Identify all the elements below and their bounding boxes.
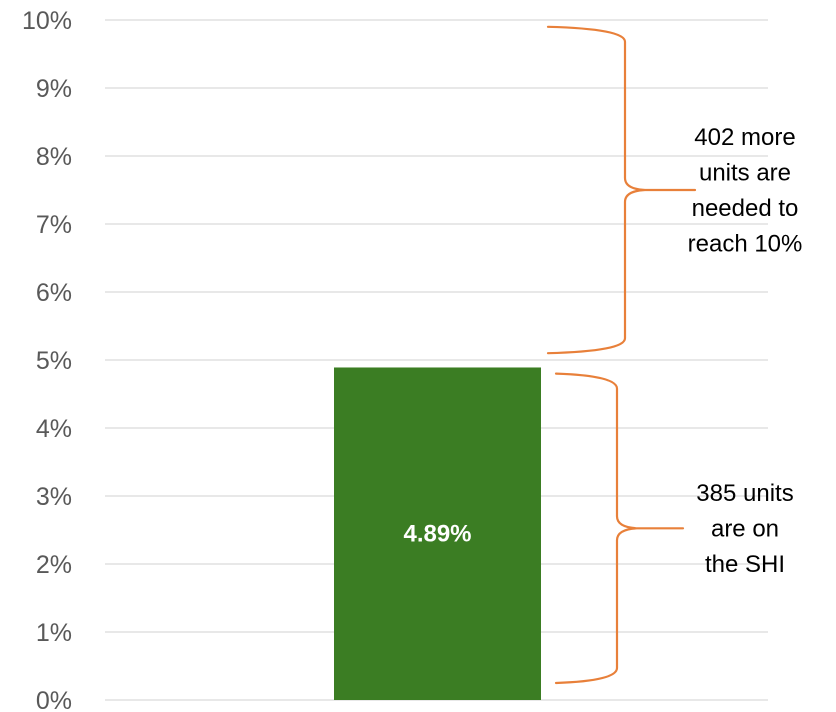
bar-data-label: 4.89% <box>403 521 471 548</box>
y-tick-label: 5% <box>36 347 72 375</box>
curly-brace-bracket <box>554 372 685 685</box>
annotation-text-line: needed to <box>692 195 799 222</box>
y-axis-tick-labels: 0% 1% 2% 3% 4% 5% 6% 7% 8% 9% 10% <box>22 7 72 712</box>
annotation-text-line: reach 10% <box>688 230 803 257</box>
annotation-text-line: 385 units <box>696 480 793 507</box>
y-tick-label: 10% <box>22 7 72 35</box>
y-tick-label: 7% <box>36 211 72 239</box>
bar-data-labels: 4.89% <box>403 521 471 548</box>
y-tick-label: 9% <box>36 75 72 103</box>
bar <box>334 367 541 700</box>
y-tick-label: 8% <box>36 143 72 171</box>
annotation-brackets <box>546 25 697 685</box>
bars <box>334 367 541 700</box>
annotation-texts: 402 more units are needed to reach 10% 385 u… <box>688 124 803 578</box>
annotation-text-line: 402 more <box>694 124 795 151</box>
y-tick-label: 6% <box>36 279 72 307</box>
y-tick-label: 4% <box>36 415 72 443</box>
curly-brace-bracket <box>546 25 697 355</box>
y-tick-label: 1% <box>36 619 72 647</box>
y-tick-label: 3% <box>36 483 72 511</box>
annotation-text-line: units are <box>699 159 791 186</box>
y-tick-label: 2% <box>36 551 72 579</box>
annotation-text-line: are on <box>711 515 779 542</box>
y-tick-label: 0% <box>36 687 72 712</box>
annotation-text-line: the SHI <box>705 551 785 578</box>
